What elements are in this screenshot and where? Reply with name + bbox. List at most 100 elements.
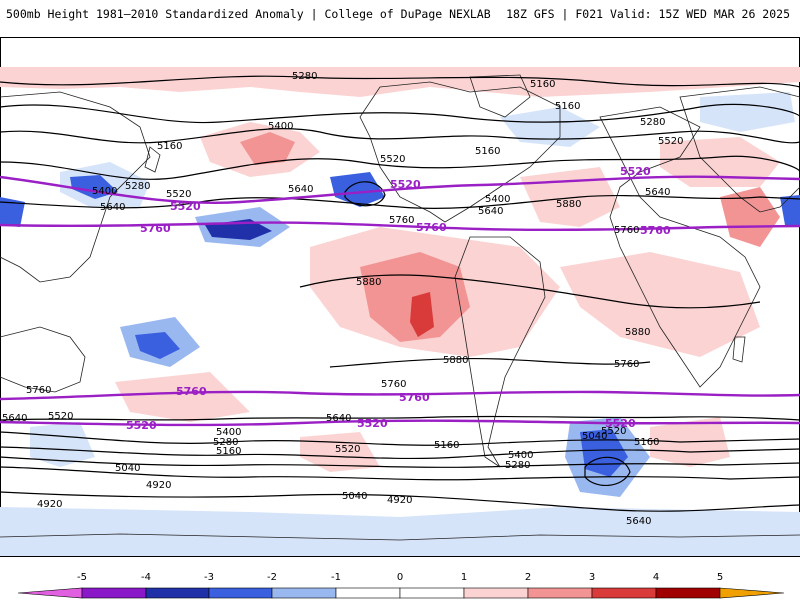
anomaly-colorbar: -5 -4 -3 -2 -1 0 1 2 3 4 5	[0, 572, 800, 600]
colorbar-swatch	[81, 587, 147, 599]
contour-label: 5520	[601, 426, 626, 437]
contour-5520-north	[0, 155, 800, 180]
contour-4920-south	[0, 491, 800, 512]
contour-label: 5760	[381, 379, 406, 390]
contour-5880-south	[329, 357, 651, 368]
contour-label: 5760	[389, 215, 414, 226]
contour-5280-south	[0, 446, 800, 460]
arctic-negative	[500, 107, 600, 147]
colorbar-tick-label: -3	[204, 572, 214, 583]
asia-coast	[679, 86, 800, 213]
colorbar-low-arrow	[17, 587, 83, 599]
major-contour-label: 5760	[640, 224, 671, 237]
contour-label: 5160	[530, 79, 555, 90]
contour-label: 5280	[640, 117, 665, 128]
negative-anomaly-shading	[0, 92, 800, 556]
major-contour-label: 5760	[140, 222, 171, 235]
colorbar-tick-label: 4	[652, 572, 660, 583]
contour-label: 5760	[614, 359, 639, 370]
south-pacific-strong-negative	[135, 332, 180, 359]
australia-east-negative	[780, 195, 800, 227]
africa-positive-anomaly	[560, 252, 760, 357]
contour-5160-north	[0, 75, 800, 88]
colorbar-swatch	[463, 587, 529, 599]
contour-label: 5880	[556, 199, 581, 210]
contour-label: 5280	[213, 437, 238, 448]
contour-label: 5400	[92, 186, 117, 197]
contour-5640-north	[0, 194, 800, 209]
southamerica-core-anomaly	[410, 292, 434, 337]
colorbar-tick-label: 1	[460, 572, 468, 583]
contour-label: 5640	[2, 413, 27, 424]
colorbar-high-arrow	[719, 587, 785, 599]
contour-5040-south	[0, 466, 800, 481]
major-contour-label: 5520	[605, 417, 636, 430]
contour-cutoff-low	[344, 181, 386, 207]
madagascar-coast	[732, 336, 746, 363]
contour-label: 4920	[37, 499, 62, 510]
colorbar-tick-label: 3	[588, 572, 596, 583]
contour-label: 5880	[443, 355, 468, 366]
contour-label: 5640	[626, 516, 651, 527]
model-run-info: 18Z GFS | F021 Valid: 15Z WED MAR 26 202…	[506, 7, 790, 21]
pacific-south-positive	[115, 372, 250, 422]
major-contour-label: 5760	[176, 385, 207, 398]
colorbar-swatch	[655, 587, 721, 599]
header: 500mb Height 1981–2010 Standardized Anom…	[0, 0, 800, 30]
colorbar-swatch	[527, 587, 593, 599]
antarctic-negative-belt	[0, 507, 800, 556]
contour-label: 5520	[48, 411, 73, 422]
colorbar-swatch	[399, 587, 465, 599]
contour-5400-south	[0, 431, 800, 446]
major-contour-label: 5520	[620, 165, 651, 178]
contour-label: 5160	[434, 440, 459, 451]
positive-anomaly-shading	[0, 67, 800, 472]
contour-cutoff-low-south	[584, 456, 631, 486]
major-contours	[0, 175, 800, 427]
contour-5760-major-north	[0, 221, 800, 232]
contour-label: 5760	[26, 385, 51, 396]
colorbar-swatch	[591, 587, 657, 599]
contour-label: 5640	[100, 202, 125, 213]
colorbar-swatch	[271, 587, 337, 599]
contour-label: 5280	[505, 460, 530, 471]
contour-5280-north	[0, 103, 800, 124]
colorbar-swatch	[145, 587, 210, 599]
major-contour-labels: 5520 5520 5520 5760 5760 5760 5760 5760 …	[126, 165, 671, 432]
major-contour-label: 5520	[126, 419, 157, 432]
southern-pacific-negative	[30, 422, 95, 467]
alaska-strong-anomaly	[240, 132, 295, 165]
gulf-alaska-negative	[330, 172, 385, 207]
antarctica-coast	[0, 533, 800, 541]
major-contour-label: 5520	[357, 417, 388, 430]
contour-label: 5520	[380, 154, 405, 165]
colorbar-tick-label: 5	[716, 572, 724, 583]
colorbar-tick-label: 2	[524, 572, 532, 583]
contour-label: 5160	[216, 446, 241, 457]
contour-label: 5400	[268, 121, 293, 132]
contour-label: 5520	[335, 444, 360, 455]
contour-label: 5640	[326, 413, 351, 424]
asia-west-coast	[0, 91, 151, 283]
southern-contour-labels: 5760 5760 5640 5520 5640 5400 5280 5160 …	[2, 379, 659, 527]
southern-ocean-strong-negative	[580, 429, 628, 477]
europe-positive-anomaly	[660, 137, 780, 187]
colorbar-swatch	[335, 587, 401, 599]
major-contour-label: 5520	[390, 178, 421, 191]
europe-africa-coast	[599, 106, 761, 388]
contour-5640-south	[0, 415, 800, 421]
contour-5880-north	[299, 274, 761, 309]
greenland-coast	[469, 74, 531, 118]
australia-west-negative	[0, 197, 25, 227]
major-contour-label: 5520	[170, 200, 201, 213]
contour-label: 5400	[508, 450, 533, 461]
contour-label: 5160	[157, 141, 182, 152]
contour-5520-major-north	[0, 175, 800, 204]
arctic-positive-anomaly	[0, 67, 800, 97]
australia-coast	[0, 326, 86, 393]
contour-5400-north	[0, 128, 800, 144]
contour-label: 5040	[115, 463, 140, 474]
contour-label: 4920	[146, 480, 171, 491]
map-title: 500mb Height 1981–2010 Standardized Anom…	[6, 7, 491, 21]
major-contour-label: 5760	[399, 391, 430, 404]
